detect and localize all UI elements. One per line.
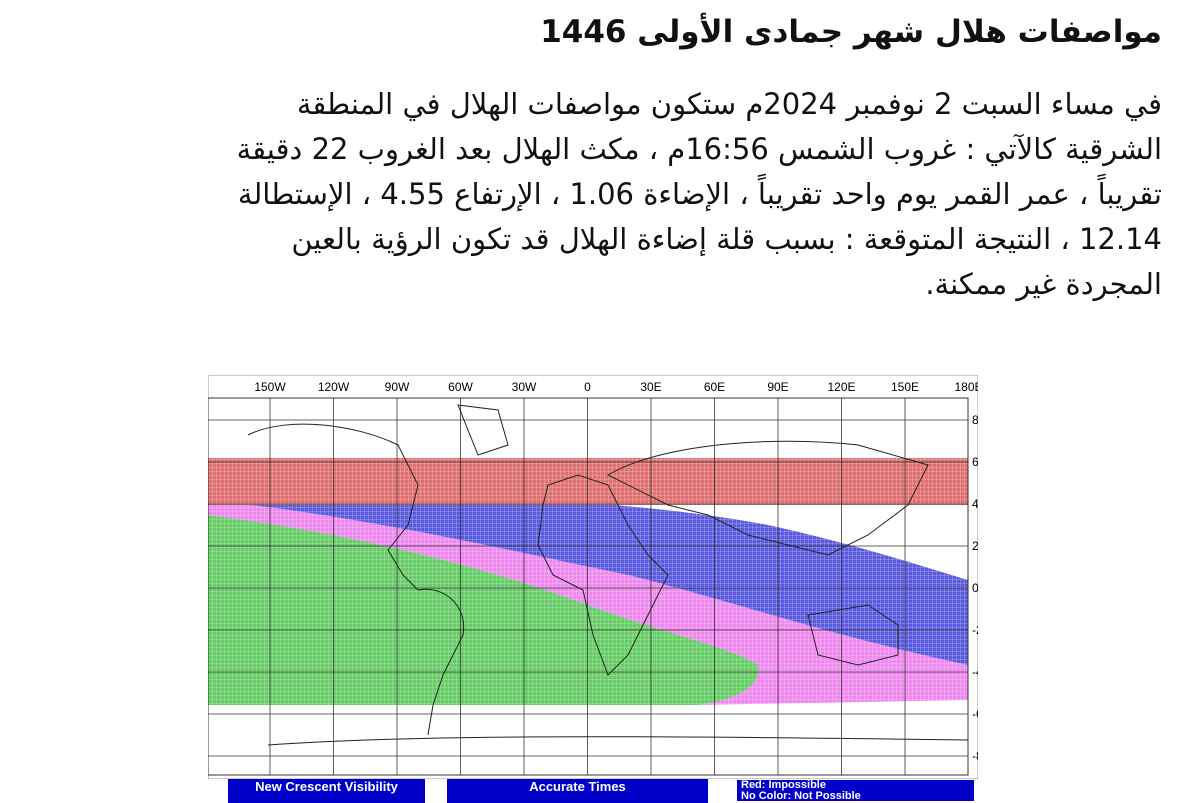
article-title: مواصفات هلال شهر جمادى الأولى 1446 bbox=[540, 14, 1162, 50]
latitude-label: -40 bbox=[972, 665, 978, 679]
legend-text: Red: Impossible bbox=[741, 780, 826, 791]
longitude-label: 180E bbox=[954, 380, 978, 394]
visibility-zones bbox=[208, 458, 968, 708]
coastlines bbox=[247, 404, 969, 746]
latitude-label: 00 bbox=[972, 581, 978, 595]
latitude-label: 80 bbox=[972, 413, 978, 427]
article-body: في مساء السبت 2 نوفمبر 2024م ستكون مواصف… bbox=[32, 82, 1162, 307]
latitude-label: -60 bbox=[972, 707, 978, 721]
crescent-visibility-map: 150W120W90W60W30W030E60E90E120E150E180E … bbox=[208, 375, 978, 779]
longitude-label: 150E bbox=[891, 380, 919, 394]
map-frame bbox=[208, 397, 969, 776]
latitude-label: -80 bbox=[972, 749, 978, 763]
latitude-labels: 80 60 40 20 00 -20 -40 -60 -80 bbox=[972, 413, 978, 763]
longitude-label: 120W bbox=[318, 380, 350, 394]
body-line: في مساء السبت 2 نوفمبر 2024م ستكون مواصف… bbox=[296, 87, 1162, 121]
longitude-label: 90W bbox=[385, 380, 410, 394]
latitude-label: 40 bbox=[972, 497, 978, 511]
latitude-label: -20 bbox=[972, 623, 978, 637]
longitude-labels: 150W 120W 90W 60W 30W 0 30E 60E 90E 120E 150E 180E bbox=[254, 380, 978, 394]
body-line: المجردة غير ممكنة. bbox=[925, 267, 1162, 301]
legend-text: Accurate Times bbox=[529, 779, 626, 794]
legend-accurate-times: Accurate Times bbox=[447, 779, 708, 803]
longitude-label: 60E bbox=[704, 380, 725, 394]
legend-visibility: New Crescent Visibility bbox=[228, 779, 425, 803]
body-line: تقريباً ، عمر القمر يوم واحد تقريباً ، ا… bbox=[237, 177, 1162, 211]
longitude-label: 120E bbox=[827, 380, 855, 394]
legend-text: No Color: Not Possible bbox=[741, 790, 861, 802]
latitude-label: 60 bbox=[972, 455, 978, 469]
map-grid bbox=[208, 397, 969, 776]
longitude-label: 60W bbox=[448, 380, 473, 394]
longitude-label: 30W bbox=[512, 380, 537, 394]
longitude-label: 30E bbox=[640, 380, 661, 394]
longitude-label: 150W bbox=[254, 380, 286, 394]
longitude-label: 90E bbox=[767, 380, 788, 394]
body-line: الشرقية كالآتي : غروب الشمس 16:56م ، مكث… bbox=[236, 132, 1162, 166]
latitude-label: 20 bbox=[972, 539, 978, 553]
longitude-label: 0 bbox=[584, 380, 591, 394]
body-line: 12.14 ، النتيجة المتوقعة : بسبب قلة إضاء… bbox=[291, 222, 1162, 256]
legend-text: New Crescent Visibility bbox=[255, 779, 398, 794]
legend-key: Red: Impossible No Color: Not Possible bbox=[737, 780, 974, 801]
